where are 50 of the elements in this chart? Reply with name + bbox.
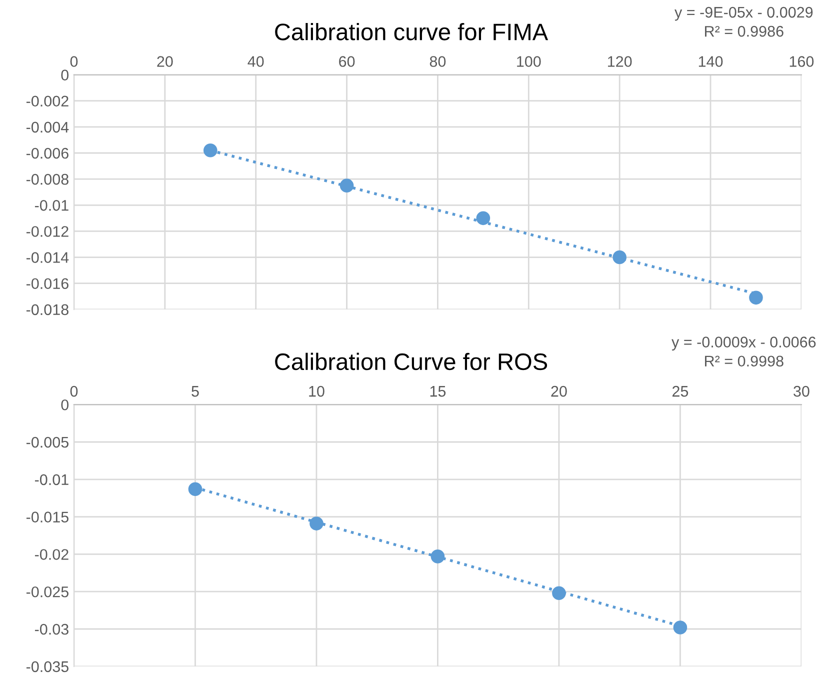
y-tick-label: -0.006 (26, 148, 68, 159)
x-tick-label: 100 (517, 56, 541, 67)
y-tick-label: -0.03 (34, 624, 68, 635)
point (430, 550, 445, 564)
x-tick-label: 140 (698, 56, 723, 67)
y-tick-label: -0.01 (34, 200, 68, 211)
point (340, 178, 354, 192)
y-tick-label: -0.015 (26, 512, 68, 522)
x-tick-label: 15 (430, 386, 446, 397)
point (673, 620, 688, 634)
point (188, 482, 202, 496)
y-tick-label: -0.02 (34, 549, 68, 560)
y-tick-label: 0 (61, 70, 69, 80)
x-tick-label: 5 (192, 386, 199, 397)
point (552, 586, 566, 600)
x-tick-label: 30 (794, 386, 810, 397)
y-tick-label: -0.018 (26, 304, 68, 316)
x-tick-label: 25 (672, 386, 688, 397)
point (612, 250, 626, 264)
y-tick-label: -0.035 (26, 661, 68, 672)
x-tick-label: 0 (70, 56, 78, 67)
point (310, 516, 324, 530)
x-tick-label: 60 (339, 56, 355, 67)
text: R² = 0.9986 (705, 26, 784, 37)
point (749, 290, 763, 305)
y-tick-label: -0.025 (26, 586, 68, 598)
text: y = -0.0009x - 0.0066 (672, 336, 816, 351)
x-tick-label: 120 (608, 56, 632, 67)
chart-title: Calibration curve for FIMA (275, 22, 548, 40)
x-tick-label: 20 (551, 386, 567, 397)
x-tick-label: 20 (157, 56, 173, 67)
y-tick-label: -0.01 (34, 474, 68, 486)
point (476, 211, 490, 226)
text: y = -9E-05x - 0.0029 (674, 6, 813, 21)
y-tick-label: -0.016 (26, 278, 68, 290)
y-tick-label: -0.004 (26, 122, 69, 133)
y-tick-label: -0.014 (26, 252, 69, 263)
x-tick-label: 80 (430, 56, 446, 67)
text: R² = 0.9998 (705, 356, 784, 367)
x-tick-label: 160 (790, 56, 814, 67)
y-tick-label: -0.008 (26, 174, 68, 185)
x-tick-label: 0 (70, 386, 78, 397)
chart-title: Calibration Curve for ROS (275, 352, 548, 370)
y-tick-label: -0.012 (26, 226, 68, 237)
y-tick-label: 0 (61, 399, 69, 410)
x-tick-label: 10 (309, 386, 324, 397)
y-tick-label: -0.002 (26, 96, 68, 107)
point (203, 143, 218, 158)
x-tick-label: 40 (248, 56, 264, 67)
y-tick-label: -0.005 (26, 436, 68, 448)
